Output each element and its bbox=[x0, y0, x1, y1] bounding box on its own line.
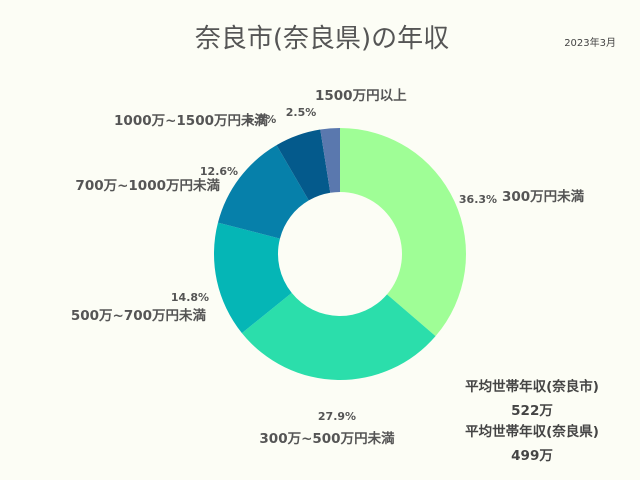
value-label-0: 36.3% bbox=[459, 193, 497, 206]
category-label-2: 500万~700万円未満 bbox=[71, 307, 207, 324]
value-label-1: 27.9% bbox=[318, 410, 356, 423]
date-label: 2023年3月 bbox=[564, 36, 616, 49]
donut-slice-3 bbox=[217, 145, 309, 239]
donut-slice-0 bbox=[340, 128, 466, 337]
chart-title: 奈良市(奈良県)の年収 bbox=[195, 24, 449, 54]
value-label-5: 2.5% bbox=[286, 106, 317, 119]
category-label-4: 1000万~1500万円未満 bbox=[114, 112, 268, 129]
category-label-5: 1500万円以上 bbox=[315, 88, 407, 104]
category-label-1: 300万~500万円未満 bbox=[259, 430, 395, 447]
donut-slice-5 bbox=[320, 128, 340, 193]
average-income-stats: 平均世帯年収(奈良市) 522万 平均世帯年収(奈良県) 499万 bbox=[465, 378, 599, 464]
donut-slices bbox=[214, 128, 466, 380]
value-labels: 36.3% 27.9% 14.8% 12.6% 5.9% 2.5% bbox=[171, 106, 497, 423]
pref-average-value: 499万 bbox=[511, 448, 553, 464]
city-average-value: 522万 bbox=[511, 403, 553, 419]
category-label-0: 300万円未満 bbox=[502, 188, 585, 205]
city-average-label: 平均世帯年収(奈良市) bbox=[465, 378, 599, 395]
value-label-4: 5.9% bbox=[246, 113, 277, 126]
donut-slice-1 bbox=[241, 292, 436, 380]
pref-average-label: 平均世帯年収(奈良県) bbox=[465, 423, 599, 440]
value-label-3: 12.6% bbox=[200, 165, 238, 178]
value-label-2: 14.8% bbox=[171, 291, 209, 304]
donut-slice-2 bbox=[214, 222, 292, 334]
category-label-3: 700万~1000万円未満 bbox=[75, 177, 220, 194]
donut-slice-4 bbox=[276, 129, 331, 201]
category-labels: 300万円未満 300万~500万円未満 500万~700万円未満 700万~1… bbox=[71, 88, 585, 447]
